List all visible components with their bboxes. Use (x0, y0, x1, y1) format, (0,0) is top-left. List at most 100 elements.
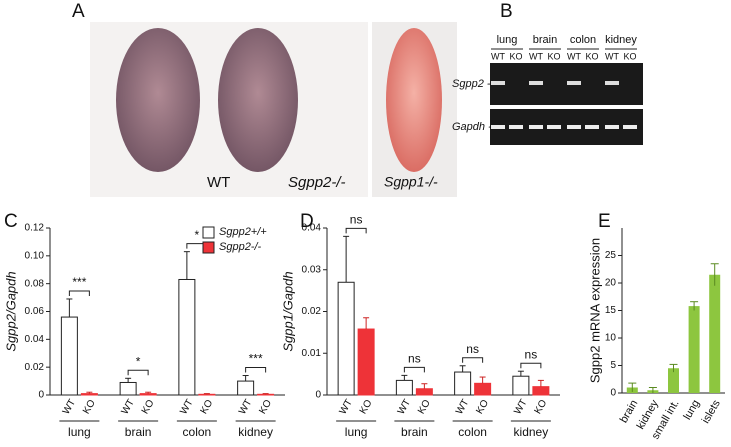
x-tick-label: islets (700, 398, 723, 426)
significance-bracket (520, 362, 542, 369)
group-label: KO (474, 398, 491, 416)
legend-label: Sgpp2+/+ (219, 226, 267, 238)
gel-band (605, 125, 619, 129)
bar (237, 380, 255, 396)
bar (688, 306, 700, 393)
y-tick-label: 0.01 (302, 348, 322, 359)
group-label: WT (396, 398, 413, 417)
significance-label: * (195, 228, 200, 242)
panel-label: B (500, 1, 513, 22)
gel-band (567, 125, 581, 129)
y-tick-label: 0.12 (25, 223, 45, 234)
x-tick-label: lung (68, 425, 91, 439)
group-label: WT (61, 398, 78, 417)
legend-swatch (202, 241, 215, 254)
legend-swatch (202, 226, 215, 239)
bar (357, 328, 375, 396)
gel-band (529, 125, 543, 129)
bar (395, 379, 413, 396)
pup-sgpp2 (218, 28, 298, 172)
panel-label: C (4, 211, 18, 232)
y-tick-label: 10 (605, 333, 617, 344)
panel-label: D (300, 211, 314, 232)
gel-band (491, 81, 505, 85)
significance-label: ns (525, 347, 538, 361)
gel-band (567, 81, 581, 85)
y-axis-label: Sgpp2/Gapdh (3, 271, 18, 351)
x-tick-label: lung (345, 425, 368, 439)
group-label: WT (120, 398, 137, 417)
lane-label: KO (623, 51, 636, 61)
group-label: KO (81, 398, 98, 416)
group-label: WT (512, 398, 529, 417)
y-axis-label: Sgpp1/Gapdh (280, 271, 295, 351)
group-label: KO (416, 398, 433, 416)
bar (709, 274, 721, 393)
bar (60, 316, 78, 396)
y-tick-label: 25 (605, 250, 617, 261)
x-tick-label: lung (681, 398, 702, 422)
y-tick-label: 0.10 (25, 250, 45, 261)
lane-label: WT (567, 51, 581, 61)
group-label: KO (358, 398, 375, 416)
y-tick-label: 20 (605, 278, 617, 289)
significance-label: ns (466, 342, 479, 356)
y-tick-label: 15 (605, 305, 617, 316)
significance-bracket (127, 369, 149, 376)
bar (178, 278, 196, 396)
x-tick-label: kidney (514, 425, 549, 439)
gel-band (529, 81, 543, 85)
y-tick-label: 0.02 (302, 306, 322, 317)
significance-label: *** (249, 352, 263, 366)
group-label: KO (199, 398, 216, 416)
lane-label: WT (529, 51, 543, 61)
lane-label: WT (605, 51, 619, 61)
bar (80, 393, 98, 396)
significance-label: * (136, 354, 141, 368)
gel-band (585, 125, 599, 129)
legend-label: Sgpp2-/- (219, 241, 262, 253)
group-label: KO (533, 398, 550, 416)
bar (139, 393, 157, 396)
photo-label: WT (207, 174, 230, 191)
tissue-label: lung (497, 34, 518, 46)
group-label: WT (454, 398, 471, 417)
significance-bracket (245, 367, 267, 373)
y-tick-label: 0 (610, 388, 616, 399)
bar (415, 388, 433, 396)
y-tick-label: 0.06 (25, 306, 45, 317)
gel-band (491, 125, 505, 129)
y-tick-label: 0.08 (25, 278, 45, 289)
bar (337, 281, 355, 396)
lane-label: KO (585, 51, 598, 61)
group-label: WT (178, 398, 195, 417)
bar (668, 368, 679, 393)
tissue-label: kidney (605, 34, 637, 46)
bar (198, 393, 216, 396)
gene-label: Sgpp2 - (452, 78, 491, 90)
bar (532, 386, 550, 396)
significance-label: ns (408, 352, 421, 366)
y-axis-label: Sgpp2 mRNA expression (587, 238, 602, 383)
photo-label: Sgpp1-/- (384, 174, 438, 190)
panel-label: A (72, 1, 85, 22)
tissue-label: colon (570, 34, 596, 46)
group-label: KO (140, 398, 157, 416)
y-tick-label: 0.04 (25, 334, 45, 345)
lane-label: KO (509, 51, 522, 61)
bar (474, 382, 492, 396)
y-tick-label: 0.02 (25, 362, 45, 373)
y-tick-label: 5 (610, 360, 616, 371)
y-tick-label: 0 (38, 390, 44, 401)
gel-sgpp2 (490, 63, 643, 105)
group-label: WT (338, 398, 355, 417)
x-tick-label: colon (458, 425, 487, 439)
group-label: KO (257, 398, 274, 416)
gel-band (509, 125, 523, 129)
lane-label: KO (547, 51, 560, 61)
significance-bracket (462, 357, 484, 363)
panel-label: E (598, 211, 611, 232)
y-tick-label: 0.04 (302, 223, 322, 234)
gel-band (623, 125, 637, 129)
